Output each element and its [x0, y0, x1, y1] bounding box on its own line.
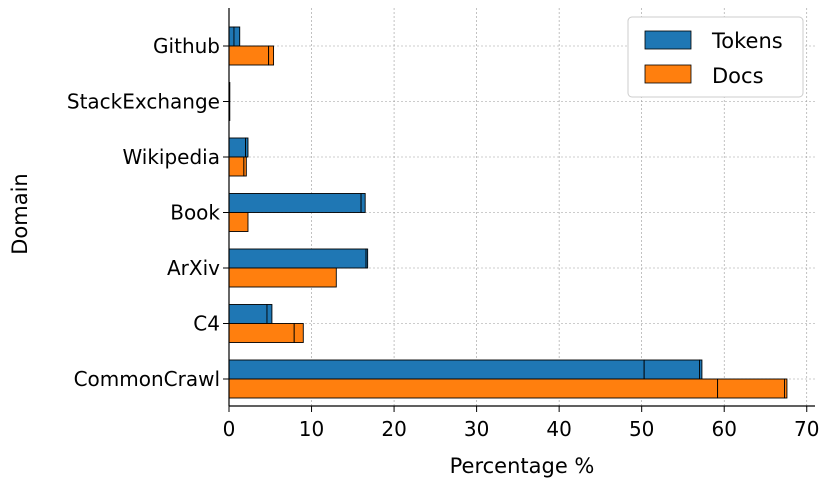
- bar-tokens-github-seg-0: [228, 26, 235, 47]
- bar-tokens-commoncrawl-seg-0: [228, 359, 645, 380]
- bar-tokens-c4-seg-0: [228, 304, 268, 324]
- bar-docs-commoncrawl-seg-0: [228, 378, 719, 399]
- y-tick-label-commoncrawl: CommonCrawl: [74, 367, 220, 391]
- axes: [228, 8, 815, 407]
- x-ticks: 0 10 20 30 40 50 60 70: [223, 406, 819, 441]
- y-tick-label-wikipedia: Wikipedia: [122, 145, 220, 169]
- x-tick-label: 0: [223, 417, 236, 441]
- bar-docs-commoncrawl-seg-2: [784, 378, 788, 399]
- bar-tokens-arxiv-seg-1: [365, 248, 369, 269]
- bar-tokens-wikipedia-seg-1: [245, 137, 249, 158]
- legend-swatch-tokens: [644, 30, 692, 50]
- x-tick-label: 50: [629, 417, 654, 441]
- y-tick-label-arxiv: ArXiv: [167, 256, 220, 280]
- bar-tokens-commoncrawl-seg-2: [699, 359, 703, 380]
- bar-docs-github-seg-0: [228, 45, 270, 66]
- x-tick-label: 70: [794, 417, 819, 441]
- y-tick-label-stackexchange: StackExchange: [67, 90, 220, 114]
- bar-tokens-book-seg-0: [228, 193, 362, 213]
- bar-tokens-github-seg-1: [233, 26, 241, 47]
- bar-tokens-c4-seg-1: [266, 304, 273, 324]
- y-axis-title: Domain: [8, 173, 32, 255]
- bar-tokens-wikipedia-seg-0: [228, 137, 246, 158]
- x-axis-title: Percentage %: [450, 454, 595, 478]
- x-tick-label: 40: [546, 417, 571, 441]
- x-tick-label: 20: [381, 417, 406, 441]
- bar-tokens-arxiv-seg-0: [228, 248, 367, 269]
- y-tick-label-c4: C4: [193, 312, 220, 336]
- legend-label-docs: Docs: [712, 64, 764, 88]
- bar-tokens-commoncrawl-seg-1: [643, 359, 700, 380]
- bar-docs-arxiv: [228, 267, 337, 288]
- y-tick-label-github: Github: [153, 34, 220, 58]
- bar-docs-book: [228, 212, 249, 232]
- legend-swatch-docs: [644, 64, 692, 84]
- bar-docs-github-seg-1: [268, 45, 275, 66]
- bar-tokens-book-seg-1: [360, 193, 366, 213]
- bars: [228, 26, 788, 399]
- bar-docs-c4-seg-0: [228, 323, 295, 343]
- bar-docs-commoncrawl-seg-1: [717, 378, 785, 399]
- legend-label-tokens: Tokens: [711, 29, 783, 53]
- y-tick-label-book: Book: [170, 201, 220, 225]
- bar-docs-c4-seg-1: [293, 323, 304, 343]
- x-tick-label: 10: [299, 417, 324, 441]
- x-tick-label: 30: [464, 417, 489, 441]
- bar-docs-wikipedia-seg-0: [228, 156, 245, 177]
- bar-docs-wikipedia-seg-1: [243, 156, 247, 177]
- x-tick-label: 60: [711, 417, 736, 441]
- y-ticks: Github StackExchange Wikipedia Book ArXiv C4 C…: [67, 34, 229, 391]
- legend: Tokens Docs: [627, 16, 804, 98]
